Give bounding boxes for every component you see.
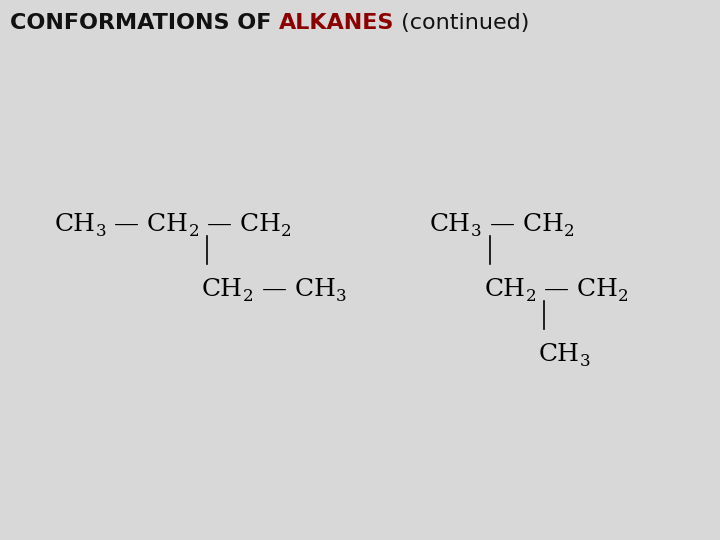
Text: 2: 2: [526, 288, 536, 305]
Text: 2: 2: [189, 223, 199, 240]
Text: CH: CH: [539, 343, 580, 366]
Text: CH: CH: [202, 278, 243, 301]
Text: — CH: — CH: [253, 278, 336, 301]
Text: 2: 2: [563, 223, 574, 240]
Text: 3: 3: [96, 223, 107, 240]
Text: CH: CH: [485, 278, 526, 301]
Text: 2: 2: [281, 223, 292, 240]
Text: 3: 3: [336, 288, 346, 305]
Text: (continued): (continued): [395, 13, 530, 33]
Text: — CH: — CH: [482, 213, 563, 236]
Text: 3: 3: [580, 353, 590, 370]
Text: — CH: — CH: [536, 278, 618, 301]
Text: CONFORMATIONS OF: CONFORMATIONS OF: [10, 13, 279, 33]
Text: — CH: — CH: [107, 213, 189, 236]
Text: CH: CH: [55, 213, 96, 236]
Text: ALKANES: ALKANES: [279, 13, 395, 33]
Text: — CH: — CH: [199, 213, 281, 236]
Text: 2: 2: [618, 288, 629, 305]
Text: 2: 2: [243, 288, 253, 305]
Text: 3: 3: [471, 223, 482, 240]
Text: CH: CH: [430, 213, 471, 236]
